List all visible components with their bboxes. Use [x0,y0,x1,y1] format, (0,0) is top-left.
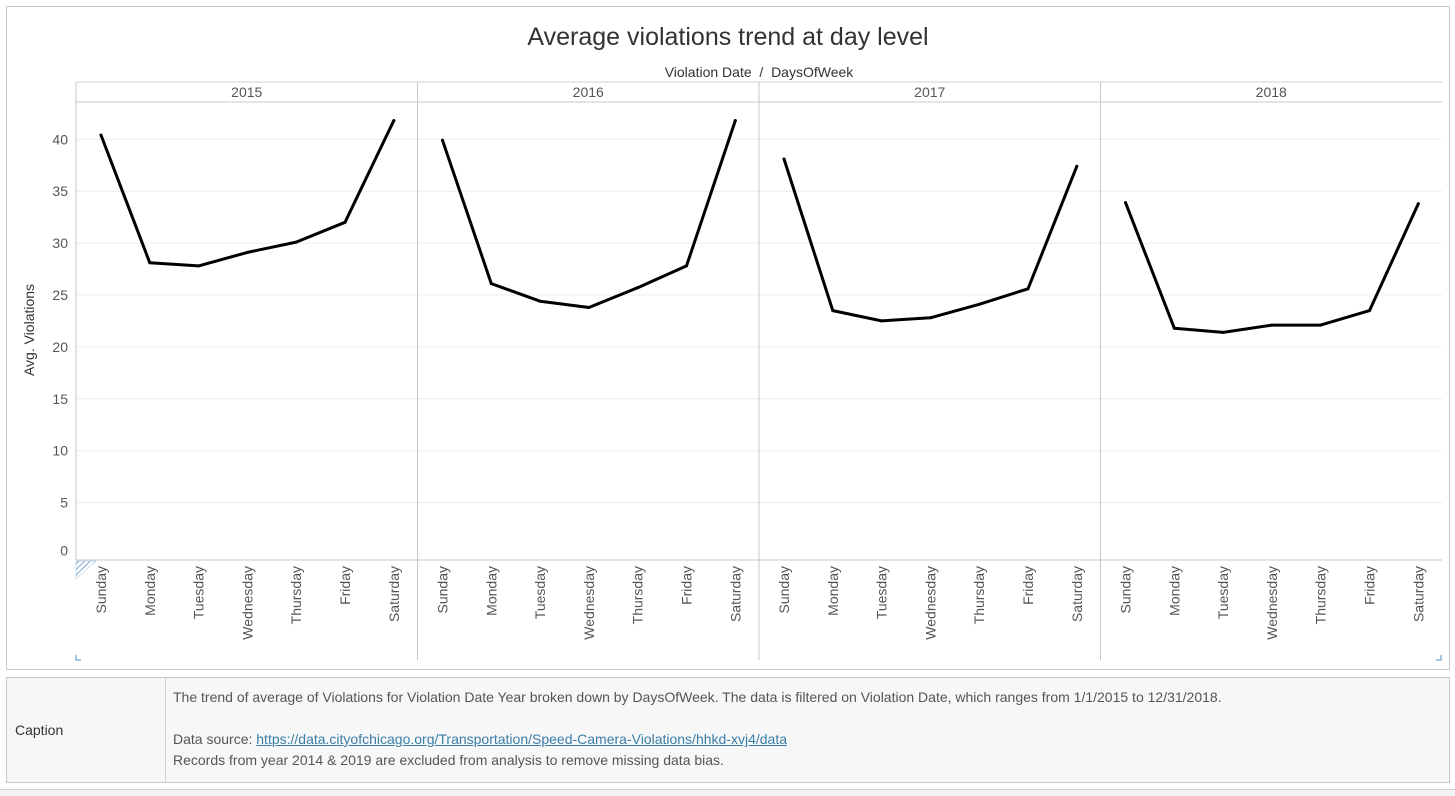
x-tick-label: Saturday [727,566,743,622]
panel-2017: 2017 Sunday Monday Tuesday Wednesday Thursday… [776,84,1085,640]
data-point [538,299,542,303]
x-tick-label: Monday [483,566,499,616]
x-tick-label: Thursday [630,566,646,624]
x-tick-label: Friday [1020,566,1036,605]
y-tick-label: 0 [60,543,68,559]
y-tick-label: 30 [52,235,68,251]
data-point [1416,202,1420,206]
panel-header-2016: 2016 [573,84,604,100]
data-point [148,261,152,265]
data-point [441,138,444,142]
x-tick-label: Thursday [971,566,987,624]
data-point [880,319,884,323]
y-tick-label: 40 [52,131,68,147]
y-tick-label: 10 [52,443,68,459]
x-tick-label: Saturday [1410,566,1426,622]
panel-frames [75,81,1442,660]
panel-2015: 2015 Sunday Monday Tuesday Wednesday Thursday… [93,84,402,640]
y-axis-ticks: 0 5 10 15 20 25 30 35 40 [52,131,68,558]
data-point [1368,309,1371,313]
x-tick-label: Friday [1362,566,1378,605]
x-tick-label: Friday [337,566,353,605]
corner-bracket-left [75,655,81,661]
x-tick-label: Saturday [386,566,402,622]
series-line-2016 [441,119,737,309]
series-line-2015 [99,119,396,268]
chart-svg: Average violations trend at day level Vi… [21,23,1442,661]
caption-source-prefix: Data source: [173,731,257,747]
data-point [1319,323,1323,327]
data-point [928,316,932,320]
x-tick-label: Tuesday [1215,566,1231,619]
data-point [977,302,981,306]
x-tick-label: Monday [1166,566,1182,616]
x-tick-label: Monday [142,566,158,616]
y-tick-label: 35 [52,183,68,199]
column-header: Violation Date / DaysOfWeek [665,64,855,80]
x-tick-label: Thursday [1313,566,1329,624]
bottom-strip [0,789,1455,796]
chart-decor [75,560,1442,661]
chart-frame [6,6,1450,670]
x-tick-label: Tuesday [191,566,207,619]
panel-2018: 2018 Sunday Monday Tuesday Wednesday Thursday… [1118,84,1427,640]
data-point [1075,164,1079,168]
axis-corner-marker [75,560,97,580]
panel-header-2018: 2018 [1256,84,1287,100]
caption-text: The trend of average of Violations for V… [173,687,1433,771]
series-line-2017 [782,157,1079,323]
chart-title: Average violations trend at day level [527,23,928,51]
data-point [782,157,786,161]
caption-description: The trend of average of Violations for V… [173,689,1222,705]
panel-2016: 2016 Sunday Monday Tuesday Wednesday Thursday… [435,84,744,640]
data-point [1026,287,1030,291]
panel-header-2015: 2015 [231,84,262,100]
data-point [99,133,103,137]
data-point [1221,330,1225,334]
x-tick-label: Tuesday [532,566,548,619]
x-tick-label: Monday [825,566,841,616]
x-tick-label: Thursday [288,566,304,624]
x-tick-label: Sunday [1118,566,1134,613]
data-point [1270,323,1274,327]
y-axis-title: Avg. Violations [21,284,37,376]
x-tick-label: Wednesday [239,566,255,640]
data-point [489,282,493,286]
series-line-2018 [1124,201,1420,334]
data-point [392,119,396,123]
caption-label: Caption [7,678,166,782]
x-tick-label: Wednesday [1264,566,1280,640]
panels: 2015 Sunday Monday Tuesday Wednesday Thursday… [93,84,1426,640]
data-point [294,240,298,244]
caption-source-line: Data source: https://data.cityofchicago.… [173,729,1433,750]
data-point [733,119,737,123]
data-point [245,250,249,254]
x-tick-label: Sunday [435,566,451,613]
data-point [587,306,591,309]
y-tick-label: 20 [52,339,68,355]
data-source-link[interactable]: https://data.cityofchicago.org/Transport… [256,731,788,747]
x-tick-label: Tuesday [874,566,890,619]
x-tick-label: Wednesday [581,566,597,640]
panel-header-2017: 2017 [914,84,945,100]
data-point [197,264,201,268]
x-tick-label: Sunday [776,566,792,613]
y-tick-label: 5 [60,495,68,511]
data-point [1124,201,1127,205]
y-tick-label: 15 [52,391,68,407]
data-point [685,264,688,268]
data-point [831,309,835,313]
caption-box: Caption The trend of average of Violatio… [6,677,1450,783]
y-tick-label: 25 [52,287,68,303]
corner-bracket-right [1436,655,1442,661]
caption-spacer [173,708,1433,729]
data-point [343,220,347,224]
caption-note: Records from year 2014 & 2019 are exclud… [173,752,724,768]
x-tick-label: Saturday [1069,566,1085,622]
x-tick-label: Wednesday [922,566,938,640]
x-tick-label: Sunday [93,566,109,613]
data-point [636,286,640,290]
x-tick-label: Friday [679,566,695,605]
data-point [1172,326,1176,330]
